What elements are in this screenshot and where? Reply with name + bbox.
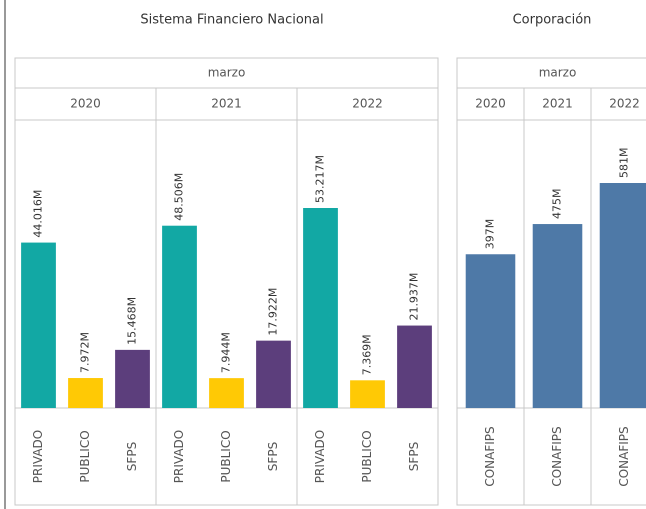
value-label: 7.944M — [220, 332, 233, 373]
value-label: 7.369M — [361, 334, 374, 375]
value-label: 48.506M — [173, 173, 186, 221]
value-label: 397M — [484, 219, 497, 250]
bar — [21, 242, 56, 408]
value-label: 581M — [618, 148, 631, 179]
bar — [465, 254, 516, 408]
category-label: PRIVADO — [172, 430, 186, 483]
category-label: PUBLICO — [360, 430, 374, 482]
panel-frame — [14, 57, 439, 506]
chart-title: Sistema Financiero Nacional — [140, 13, 323, 28]
month-header: marzo — [539, 66, 577, 80]
panel-frame — [456, 57, 646, 506]
category-label: SFPS — [125, 442, 139, 471]
year-header: 2021 — [211, 97, 242, 111]
category-label: SFPS — [266, 442, 280, 471]
bar — [209, 378, 244, 408]
year-header: 2022 — [352, 97, 383, 111]
bar — [599, 183, 646, 408]
bar — [532, 224, 583, 408]
value-label: 15.468M — [126, 297, 139, 345]
bar — [115, 349, 150, 408]
value-label: 475M — [551, 189, 564, 220]
category-label: CONAFIPS — [483, 426, 497, 486]
category-label: PUBLICO — [219, 430, 233, 482]
value-label: 21.937M — [408, 273, 421, 321]
bar — [397, 325, 432, 408]
bar — [162, 225, 197, 408]
value-label: 7.972M — [79, 332, 92, 373]
category-label: PRIVADO — [31, 430, 45, 483]
year-header: 2020 — [70, 97, 101, 111]
year-header: 2021 — [542, 97, 573, 111]
category-label: SFPS — [407, 442, 421, 471]
bar — [256, 340, 291, 408]
month-header: marzo — [208, 66, 246, 80]
year-header: 2022 — [609, 97, 640, 111]
category-label: CONAFIPS — [550, 426, 564, 486]
category-label: PRIVADO — [313, 430, 327, 483]
category-label: CONAFIPS — [617, 426, 631, 486]
value-label: 44.016M — [32, 190, 45, 238]
value-label: 53.217M — [314, 155, 327, 203]
bar — [350, 380, 385, 408]
bar — [68, 378, 103, 408]
value-label: 17.922M — [267, 288, 280, 336]
chart-title: Corporación — [513, 13, 592, 28]
year-header: 2020 — [475, 97, 506, 111]
bar — [303, 208, 338, 408]
category-label: PUBLICO — [78, 430, 92, 482]
